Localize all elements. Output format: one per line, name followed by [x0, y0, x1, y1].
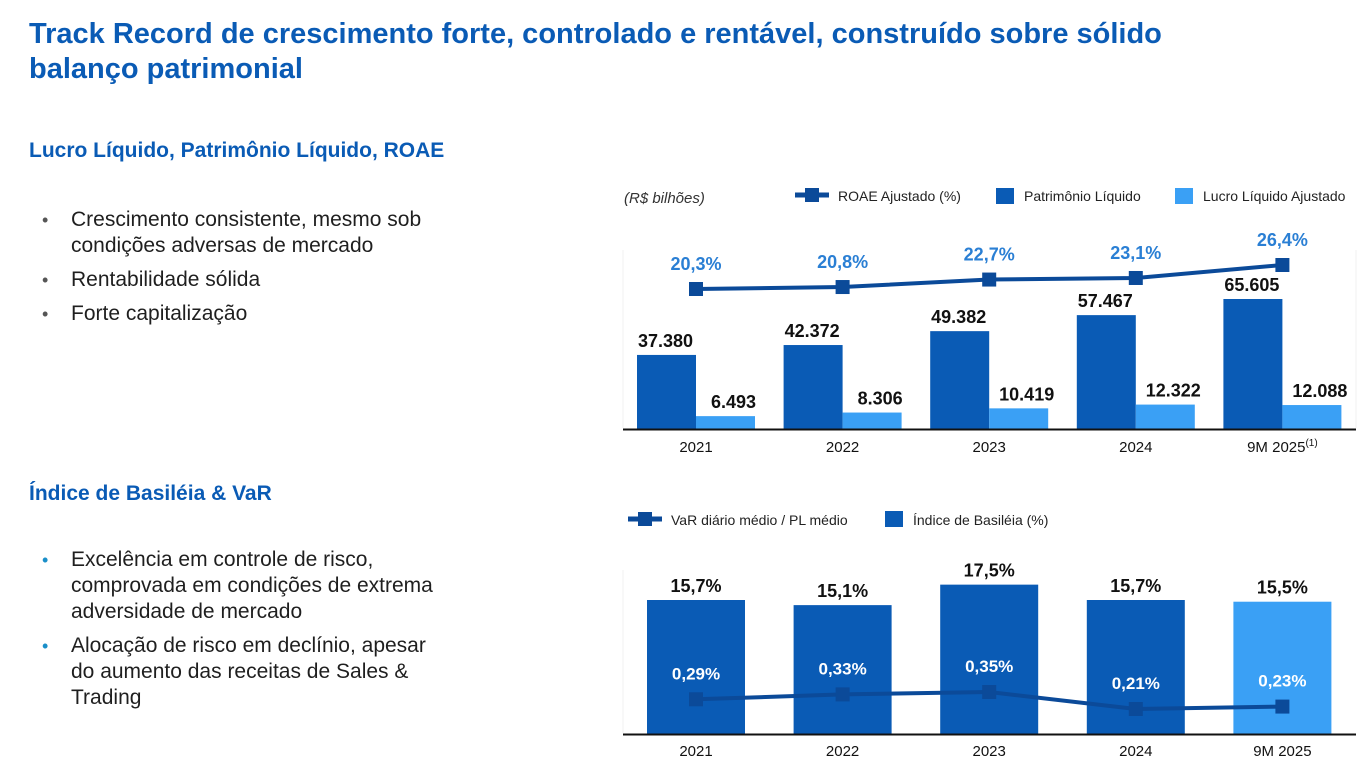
legend-basel-swatch-icon: [885, 511, 903, 527]
legend-label-var: VaR diário médio / PL médio: [671, 512, 848, 528]
page-title: Track Record de crescimento forte, contr…: [29, 18, 1162, 85]
unit-label: (R$ bilhões): [624, 190, 705, 207]
data-label-patrimonio: 57.467: [1078, 291, 1133, 311]
data-label-roae: 20,8%: [817, 252, 868, 272]
data-label-basileia: 17,5%: [964, 561, 1015, 581]
bar-indice-basileia: [1233, 601, 1332, 734]
data-label-var: 0,23%: [1258, 672, 1306, 691]
bullet-dot-icon: •: [42, 210, 49, 230]
data-label-var: 0,21%: [1112, 674, 1160, 693]
data-label-lucro: 12.322: [1146, 381, 1201, 401]
legend-ll-swatch-icon: [1175, 188, 1193, 204]
data-label-lucro: 10.419: [999, 384, 1054, 404]
data-label-var: 0,29%: [672, 664, 720, 683]
legend-label-basel: Índice de Basiléia (%): [913, 512, 1048, 528]
x-tick-label: 9M 2025: [1253, 743, 1311, 760]
bar-indice-basileia: [940, 584, 1039, 734]
data-label-patrimonio: 42.372: [785, 321, 840, 341]
data-label-basileia: 15,5%: [1257, 578, 1308, 598]
x-tick-label: 9M 2025(1): [1247, 438, 1318, 456]
legend-roae-icon-marker: [805, 188, 819, 202]
bar-indice-basileia: [647, 600, 745, 734]
bar-lucro-liquido: [1282, 405, 1342, 429]
bar-patrimonio-liquido: [637, 354, 696, 429]
data-label-patrimonio: 37.380: [638, 331, 693, 351]
bar-lucro-liquido: [989, 408, 1049, 429]
data-label-basileia: 15,1%: [817, 581, 868, 601]
legend-var-icon-marker: [638, 512, 652, 526]
data-label-patrimonio: 49.382: [931, 307, 986, 327]
x-tick-label: 2022: [826, 439, 859, 456]
bullet-item: • Forte capitalização: [42, 302, 248, 325]
bar-patrimonio-liquido: [1223, 299, 1283, 429]
bullet-dot-icon: •: [42, 636, 49, 656]
bullet-dot-icon: •: [42, 270, 49, 290]
bullet-dot-icon: •: [42, 550, 49, 570]
bullet-item: • Excelência em controle de risco, compro…: [42, 548, 433, 623]
bar-lucro-liquido: [696, 416, 755, 429]
legend-label-pl: Patrimônio Líquido: [1024, 188, 1141, 204]
section-title-profit: Lucro Líquido, Patrimônio Líquido, ROAE: [29, 139, 445, 162]
var-marker: [1275, 699, 1290, 714]
x-tick-label: 2024: [1119, 743, 1152, 760]
bar-patrimonio-liquido: [930, 331, 990, 429]
data-label-var: 0,33%: [818, 659, 866, 678]
bar-indice-basileia: [793, 605, 892, 734]
data-label-lucro: 6.493: [711, 392, 756, 412]
bullet-item: • Rentabilidade sólida: [42, 268, 261, 291]
bullet-item: • Crescimento consistente, mesmo sob cond…: [42, 208, 422, 257]
x-tick-label: 2023: [973, 743, 1006, 760]
bar-lucro-liquido: [842, 412, 902, 429]
x-tick-label: 2021: [679, 743, 712, 760]
bar-lucro-liquido: [1135, 404, 1195, 429]
x-tick-label: 2023: [973, 439, 1006, 456]
legend-label-roae: ROAE Ajustado (%): [838, 188, 961, 204]
bullet-list-profit: • Crescimento consistente, mesmo sob cond…: [40, 207, 460, 335]
var-marker: [689, 692, 703, 707]
data-label-basileia: 15,7%: [1110, 576, 1161, 596]
legend-pl-swatch-icon: [996, 188, 1014, 204]
data-label-roae: 26,4%: [1257, 230, 1308, 250]
bullet-list-basel: • Excelência em controle de risco, compro…: [40, 547, 440, 719]
data-label-lucro: 8.306: [858, 389, 903, 409]
footnote-marker: (1): [1305, 438, 1317, 449]
var-marker: [982, 685, 997, 699]
bullet-dot-icon: •: [42, 304, 49, 324]
var-marker: [835, 687, 850, 702]
data-label-patrimonio: 65.605: [1224, 275, 1279, 295]
data-label-roae: 22,7%: [964, 245, 1015, 265]
section-title-basel: Índice de Basiléia & VaR: [29, 482, 272, 505]
bar-patrimonio-liquido: [1076, 315, 1136, 429]
var-marker: [1128, 702, 1143, 716]
roae-marker: [1275, 258, 1290, 272]
x-tick-label: 2024: [1119, 439, 1152, 456]
data-label-roae: 20,3%: [670, 254, 721, 274]
data-label-basileia: 15,7%: [670, 576, 721, 596]
roae-marker: [689, 282, 703, 296]
data-label-var: 0,35%: [965, 657, 1013, 676]
legend-label-ll: Lucro Líquido Ajustado: [1203, 188, 1346, 204]
roae-marker: [982, 272, 997, 287]
x-tick-label: 2021: [679, 439, 712, 456]
data-label-lucro: 12.088: [1292, 381, 1347, 401]
data-label-roae: 23,1%: [1110, 243, 1161, 263]
bar-patrimonio-liquido: [783, 345, 843, 429]
roae-marker: [1128, 270, 1143, 285]
x-tick-label: 2022: [826, 743, 859, 760]
roae-marker: [835, 280, 850, 295]
bullet-item: • Alocação de risco em declínio, apesar d…: [42, 634, 426, 709]
